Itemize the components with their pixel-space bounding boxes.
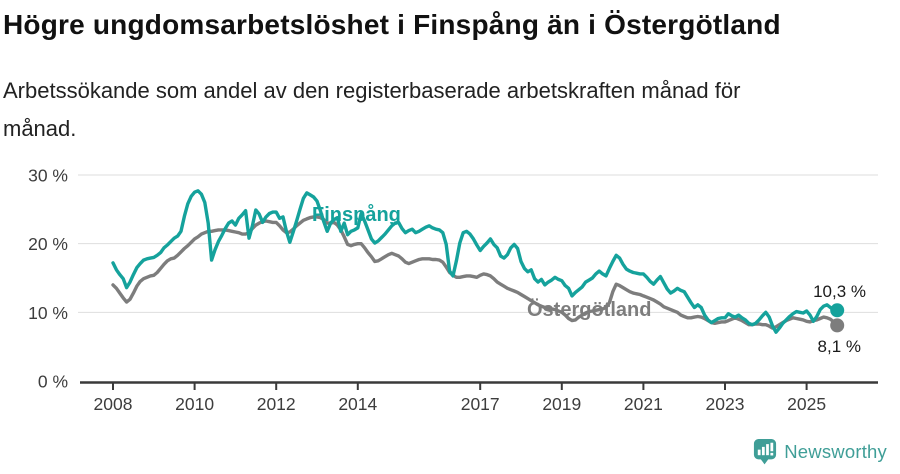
chart-title: Högre ungdomsarbetslöshet i Finspång än …	[3, 9, 781, 40]
chart-subtitle-line-2: månad.	[3, 116, 77, 141]
y-tick-label: 30 %	[28, 166, 68, 186]
series-label-ostergotland: Östergötland	[527, 298, 651, 321]
chart-subtitle-line-1: Arbetssökande som andel av den registerb…	[3, 78, 741, 103]
y-tick-label: 0 %	[38, 372, 68, 392]
x-tick-label: 2021	[624, 394, 663, 414]
newsworthy-wordmark: Newsworthy	[784, 440, 887, 462]
newsworthy-logo: Newsworthy	[753, 438, 887, 465]
chart-subtitle: Arbetssökande som andel av den registerb…	[3, 72, 863, 148]
x-tick-label: 2010	[175, 394, 214, 414]
x-tick-label: 2014	[338, 394, 377, 414]
series-label-finspang: Finspång	[312, 203, 401, 226]
y-tick-label: 10 %	[28, 303, 68, 323]
newsworthy-logo-icon	[754, 439, 777, 465]
x-tick-label: 2008	[94, 394, 133, 414]
y-tick-label: 20 %	[28, 234, 68, 254]
end-value-finspang: 10,3 %	[813, 282, 866, 301]
series-line-ostergotland	[111, 215, 839, 330]
bar-chart-icon	[758, 442, 774, 456]
x-tick-label: 2017	[461, 394, 500, 414]
x-tick-label: 2019	[542, 394, 581, 414]
x-tick-label: 2012	[257, 394, 296, 414]
series-line-finspang	[111, 189, 839, 334]
series-end-dot-finspang	[830, 303, 845, 318]
series-end-dot-ostergotland	[830, 318, 845, 333]
x-tick-label: 2023	[706, 394, 745, 414]
x-tick-label: 2025	[787, 394, 826, 414]
end-value-ostergotland: 8,1 %	[818, 337, 861, 356]
